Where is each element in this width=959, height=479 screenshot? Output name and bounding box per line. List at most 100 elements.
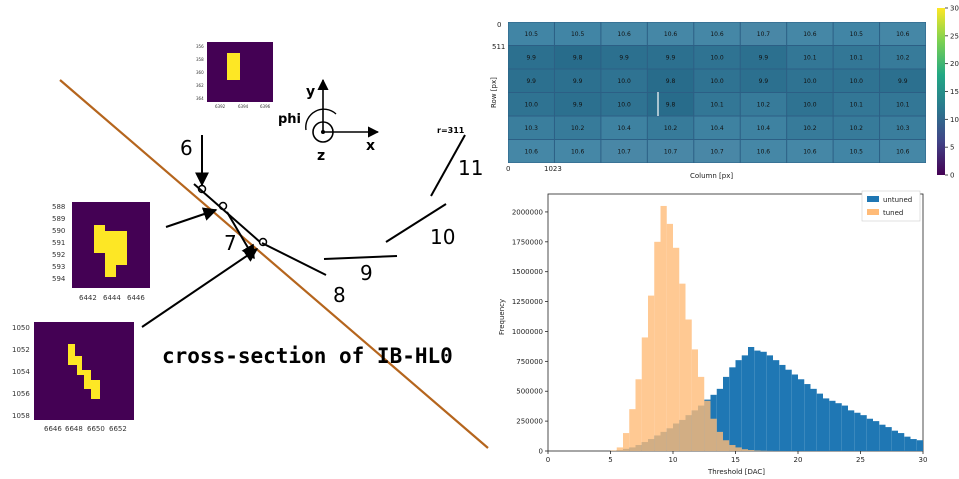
heatmap-cell-value: 10.1 [710,101,724,108]
stave-number-11: 11 [458,156,483,180]
heatmap-cell-value: 10.6 [803,31,817,38]
heatmap-cell-bg [694,22,740,45]
ib-hl0-diagram: 6 7 8 9 10 11 r=311 y phi z x cross-sect… [12,42,489,449]
cluster-inset-3: 1050 1052 1054 1056 1058 6646 6648 6650 … [12,322,134,433]
axis-label-x: x [366,138,375,154]
heatmap-cell-value: 10.0 [803,101,817,108]
bar-tuned [673,247,680,451]
cluster-inset-1: 356 358 360 362 364 6392 6394 6396 [196,42,273,109]
heatmap-cell-bg [694,93,740,116]
heatmap-cell-bg [833,140,880,163]
heatmap-cell-value: 9.9 [666,54,676,61]
heatmap-cell-value: 10.6 [571,148,585,155]
heatmap-ytick-511: 511 [492,43,505,51]
bar-tuned [629,409,636,451]
heatmap-ylabel: Row [px] [490,77,498,108]
bar-untuned [898,433,905,451]
stave-segment-11 [430,134,466,197]
x-tick-label: 15 [731,456,740,464]
heatmap-cell-value: 10.0 [617,78,631,85]
svg-text:360: 360 [196,70,204,75]
bar-untuned [891,430,898,451]
bar-untuned [873,421,880,451]
bar-untuned [723,376,730,451]
colorbar-tick-label: 0 [950,172,954,180]
colorbar-tick-label: 30 [950,5,959,13]
heatmap-cell-value: 10.7 [664,148,678,155]
bar-tuned [660,205,667,451]
axis-label-phi: phi [278,112,301,127]
bar-untuned [866,418,873,451]
y-tick-label: 750000 [516,358,543,366]
heatmap-cell-bg [833,93,880,116]
svg-text:1052: 1052 [12,346,30,354]
x-tick-label: 20 [794,456,803,464]
heatmap-cell-value: 9.9 [759,54,769,61]
y-tick-label: 1250000 [512,298,543,306]
stave-segment-9 [323,255,398,260]
heatmap-cell-bg [787,93,833,116]
heatmap-cell-bg [740,69,787,92]
heatmap-cell-value: 10.0 [525,101,539,108]
stave-segment-10 [385,203,447,243]
bar-untuned [741,355,748,451]
stave-number-9: 9 [360,261,373,285]
bar-untuned [841,405,848,451]
heatmap-cell-bg [601,22,647,45]
bar-untuned [735,360,742,451]
heatmap-cell-bg [787,140,833,163]
svg-text:593: 593 [52,263,65,271]
heatmap-cell-bg [554,93,601,116]
bar-untuned [716,388,723,451]
heatmap-cell-value: 9.8 [573,54,583,61]
bar-tuned [691,349,698,451]
stave-number-7: 7 [224,231,237,255]
bar-untuned [823,398,830,451]
bar-untuned [860,415,867,451]
bar-tuned [729,445,736,451]
heatmap-ytick-0: 0 [497,21,501,29]
heatmap-cell-value: 10.2 [803,125,817,132]
heatmap-cell-bg [880,93,926,116]
heatmap-cell-bg [647,93,694,116]
diagram-caption: cross-section of IB-HL0 [162,344,453,368]
heatmap-cell-bg [740,93,787,116]
heatmap-cell-value: 10.4 [710,125,724,132]
bar-untuned [791,374,798,451]
heatmap-cell-value: 10.1 [850,101,864,108]
y-tick-label: 0 [539,448,543,456]
heatmap-cell-value: 10.0 [710,78,724,85]
heatmap-cells: 10.5 10.5 10.6 10.6 10.6 10.7 10.6 10.5 10.6 9.9 9… [525,31,910,156]
bar-untuned [829,400,836,451]
y-tick-label: 1000000 [512,328,543,336]
heatmap-cell-value: 9.9 [573,101,583,108]
heatmap-cell-bg [554,22,601,45]
svg-text:6650: 6650 [87,425,105,433]
bar-untuned [760,351,767,451]
bar-tuned [648,295,655,451]
svg-text:6648: 6648 [65,425,83,433]
svg-text:588: 588 [52,203,65,211]
heatmap-cell-bg [787,46,833,69]
heatmap-cell-bg [647,22,694,45]
heatmap-cell-bg [647,116,694,139]
heatmap-cell-value: 10.2 [757,101,771,108]
threshold-map-chart: 10.5 10.5 10.6 10.6 10.6 10.7 10.6 10.5 10.6 9.9 9… [490,5,959,181]
colorbar-tick-label: 25 [950,32,959,40]
heatmap-cell-value: 10.3 [896,125,910,132]
heatmap-cell-bg [833,116,880,139]
heatmap-cell-value: 10.7 [710,148,724,155]
bar-tuned [623,433,630,451]
bar-tuned [666,223,673,451]
heatmap-cell-value: 10.0 [710,54,724,61]
bar-tuned [748,450,755,451]
bar-tuned [723,440,730,451]
heatmap-cell-value: 9.9 [526,54,536,61]
bar-untuned [766,355,773,451]
colorbar-tick-label: 5 [950,144,954,152]
heatmap-cell-bg [694,46,740,69]
heatmap-cell-value: 10.2 [896,54,910,61]
bar-untuned [879,424,886,451]
bar-tuned [654,241,661,451]
heatmap-cell-value: 10.6 [803,148,817,155]
